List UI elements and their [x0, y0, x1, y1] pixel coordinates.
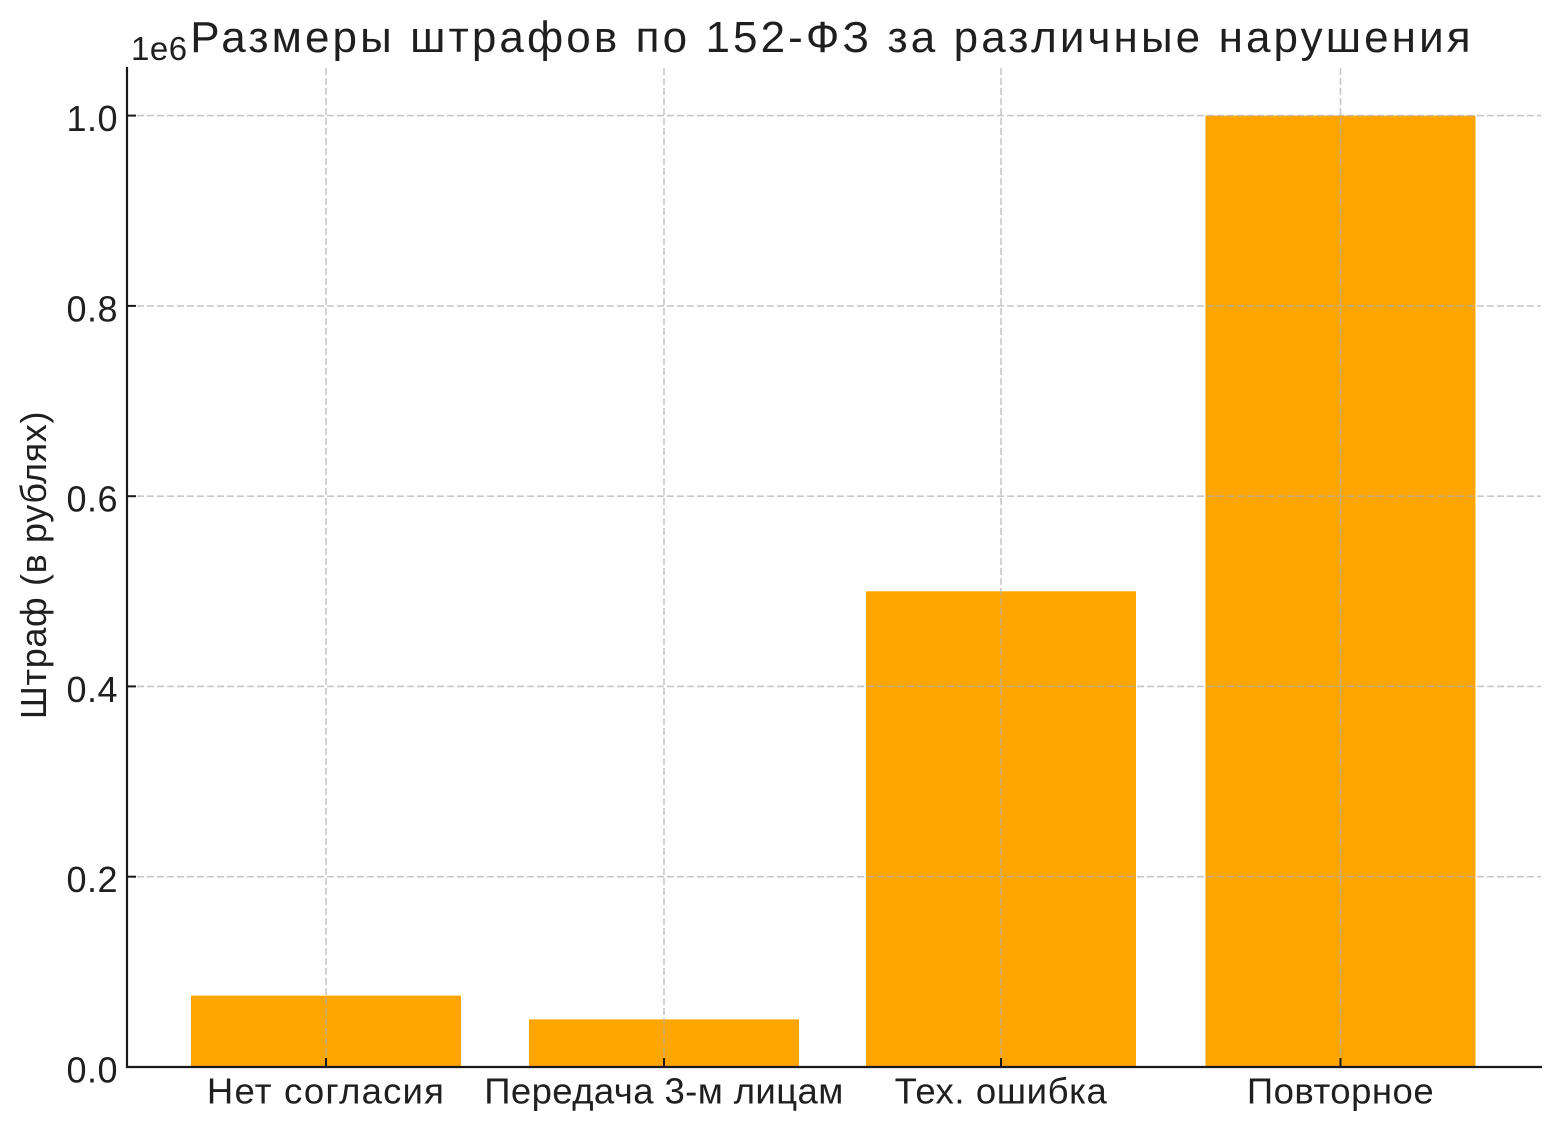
svg-text:0.2: 0.2 [66, 859, 118, 900]
svg-text:0.4: 0.4 [66, 669, 118, 710]
svg-text:Штраф (в рублях): Штраф (в рублях) [13, 411, 54, 719]
svg-text:Нет согласия: Нет согласия [207, 1071, 445, 1112]
svg-text:0.0: 0.0 [66, 1050, 118, 1091]
svg-text:Передача 3-м лицам: Передача 3-м лицам [484, 1071, 843, 1112]
svg-text:Тех. ошибка: Тех. ошибка [895, 1071, 1108, 1112]
svg-text:1.0: 1.0 [66, 98, 118, 139]
svg-text:0.8: 0.8 [66, 288, 118, 329]
svg-text:0.6: 0.6 [66, 479, 118, 520]
svg-text:Повторное: Повторное [1247, 1071, 1434, 1112]
svg-text:Размеры штрафов по 152-ФЗ за р: Размеры штрафов по 152-ФЗ за различные н… [190, 13, 1473, 62]
svg-text:1e6: 1e6 [131, 30, 188, 67]
